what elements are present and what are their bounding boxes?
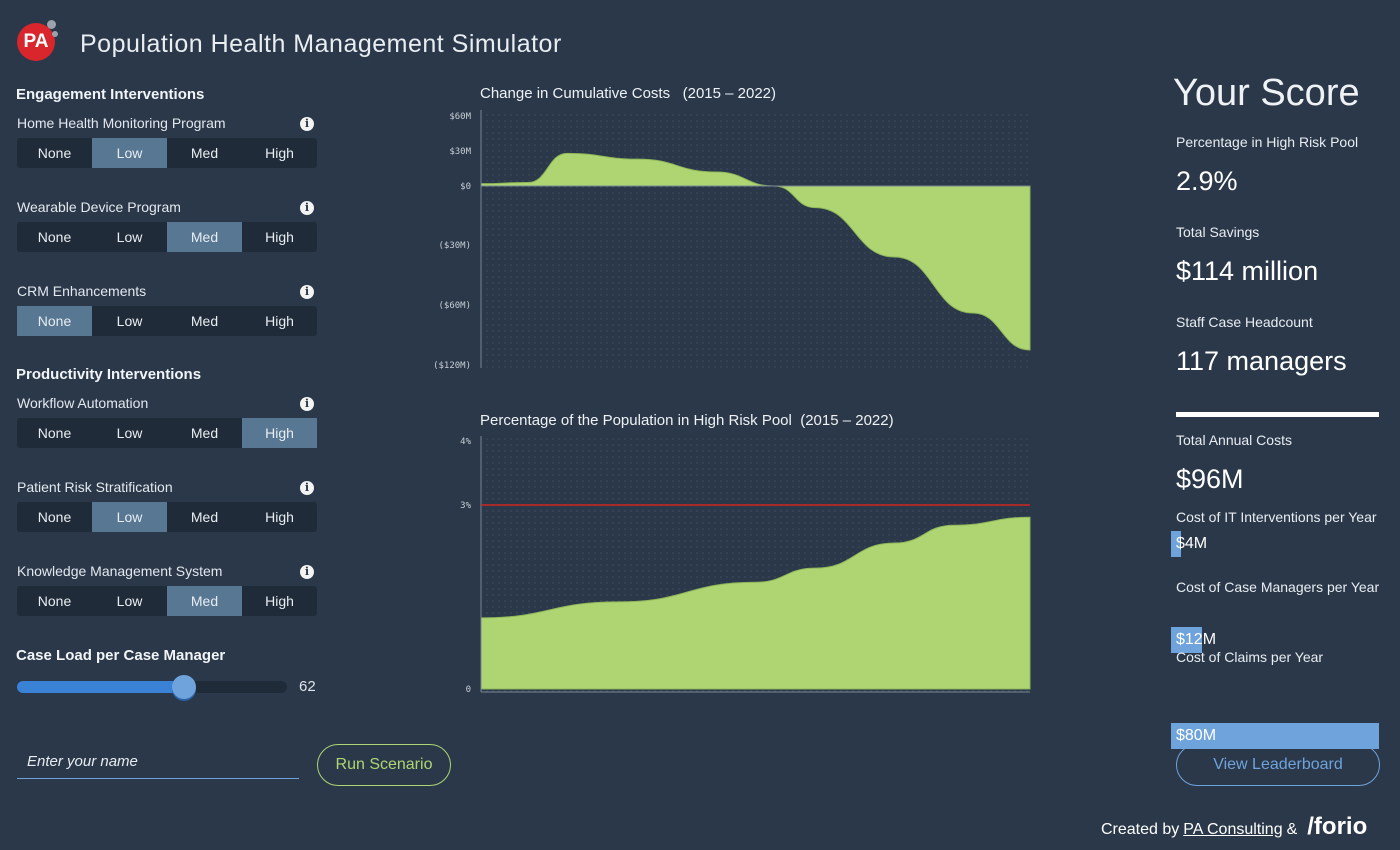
cost-label: Cost of Case Managers per Year [1176, 579, 1380, 595]
level-selector: None Low Med High [17, 418, 317, 448]
option-med[interactable]: Med [167, 586, 242, 616]
y-tick-label: $0 [460, 182, 471, 192]
metric-label: Staff Case Headcount [1176, 314, 1313, 330]
divider [1176, 412, 1379, 417]
option-low[interactable]: Low [116, 425, 143, 441]
control-label: Workflow Automation [17, 395, 149, 411]
option-high[interactable]: High [265, 313, 294, 329]
logo-text: PA [23, 31, 49, 52]
app-title: Population Health Management Simulator [80, 30, 562, 58]
option-med[interactable]: Med [190, 509, 219, 525]
forio-logo[interactable]: /forio [1307, 813, 1368, 840]
info-icon[interactable]: i [300, 117, 314, 131]
pa-logo: PA [17, 20, 58, 61]
total-costs-label: Total Annual Costs [1176, 432, 1292, 448]
slider-handle[interactable] [172, 675, 197, 699]
level-selector: None Low Med High [17, 306, 317, 336]
y-tick-label: ($120M) [433, 361, 471, 371]
level-selector: None Low Med High [17, 138, 317, 168]
option-med[interactable]: Med [167, 222, 242, 252]
option-none[interactable]: None [37, 593, 72, 609]
cost-value: $80M [1176, 727, 1217, 744]
metric-label: Percentage in High Risk Pool [1176, 134, 1359, 150]
option-med[interactable]: Med [190, 145, 219, 161]
control-label: Home Health Monitoring Program [17, 115, 226, 131]
option-high[interactable]: High [242, 418, 317, 448]
option-high[interactable]: High [265, 229, 294, 245]
cost-bar: $12M [1171, 627, 1379, 653]
cost-value: $4M [1176, 535, 1208, 552]
slider-value: 62 [299, 678, 316, 695]
cost-label: Cost of Claims per Year [1176, 649, 1324, 665]
option-none[interactable]: None [37, 229, 72, 245]
metric-value: $114 million [1176, 256, 1319, 286]
option-none[interactable]: None [17, 306, 92, 336]
charts-svg: $60M $30M $0 ($30M) ($60M) ($120M) 4% 3% 0 [433, 110, 1031, 695]
footer-amp: & [1286, 821, 1298, 838]
y-tick-label: ($60M) [438, 301, 471, 311]
info-icon[interactable]: i [300, 565, 314, 579]
level-selector: None Low Med High [17, 222, 317, 252]
cost-bar-fill [1171, 531, 1182, 557]
section-productivity: Productivity Interventions [16, 366, 202, 383]
option-high[interactable]: High [265, 509, 294, 525]
y-tick-label: ($30M) [438, 241, 471, 251]
view-leaderboard-button[interactable]: View Leaderboard [1176, 744, 1380, 786]
option-low[interactable]: Low [92, 138, 167, 168]
total-costs-value: $96M [1176, 464, 1244, 494]
footer-text: Created by [1101, 821, 1180, 838]
info-icon[interactable]: i [300, 481, 314, 495]
cost-value: $12M [1176, 631, 1217, 648]
cost-bar: $4M [1171, 531, 1379, 557]
y-tick-label: $30M [449, 147, 471, 157]
control-label: Wearable Device Program [17, 199, 181, 215]
info-icon[interactable]: i [300, 285, 314, 299]
info-icon[interactable]: i [300, 397, 314, 411]
option-high[interactable]: High [265, 593, 294, 609]
footer: Created by PA Consulting & /forio [1101, 813, 1367, 841]
option-low[interactable]: Low [92, 502, 167, 532]
option-med[interactable]: Med [190, 313, 219, 329]
control-label: Patient Risk Stratification [17, 479, 173, 495]
option-high[interactable]: High [265, 145, 294, 161]
case-load-slider[interactable] [17, 675, 287, 699]
option-low[interactable]: Low [116, 229, 143, 245]
section-engagement: Engagement Interventions [16, 86, 205, 103]
run-scenario-button[interactable]: Run Scenario [317, 744, 451, 786]
control-label: Knowledge Management System [17, 563, 223, 579]
name-input[interactable] [17, 745, 299, 779]
slider-label: Case Load per Case Manager [16, 647, 226, 664]
option-low[interactable]: Low [116, 313, 143, 329]
option-none[interactable]: None [37, 145, 72, 161]
cost-bar-fill [1171, 627, 1203, 653]
chart1-title: Change in Cumulative Costs (2015 – 2022) [480, 85, 777, 102]
level-selector: None Low Med High [17, 502, 317, 532]
control-label: CRM Enhancements [17, 283, 147, 299]
metric-value: 117 managers [1176, 346, 1347, 376]
info-icon[interactable]: i [300, 201, 314, 215]
metric-value: 2.9% [1176, 166, 1238, 196]
cost-label: Cost of IT Interventions per Year [1176, 509, 1377, 525]
y-tick-label: 0 [466, 685, 471, 695]
pa-consulting-link[interactable]: PA Consulting [1183, 821, 1283, 838]
level-selector: None Low Med High [17, 586, 317, 616]
option-med[interactable]: Med [190, 425, 219, 441]
option-low[interactable]: Low [116, 593, 143, 609]
option-none[interactable]: None [37, 509, 72, 525]
y-tick-label: $60M [449, 112, 471, 122]
metric-label: Total Savings [1176, 224, 1260, 240]
y-tick-label: 3% [460, 501, 471, 511]
score-title: Your Score [1173, 72, 1360, 114]
chart2-title: Percentage of the Population in High Ris… [480, 412, 894, 429]
option-none[interactable]: None [37, 425, 72, 441]
y-tick-label: 4% [460, 437, 471, 447]
area-series [480, 516, 1031, 690]
